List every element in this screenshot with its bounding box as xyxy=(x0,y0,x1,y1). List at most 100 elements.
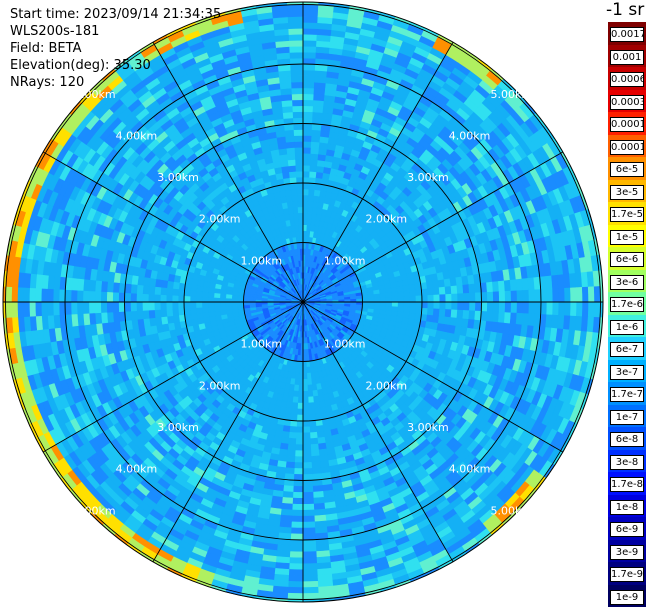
range-gate-cell xyxy=(456,284,464,295)
range-gate-cell xyxy=(307,402,315,410)
range-gate-cell xyxy=(136,310,144,320)
range-gate-cell xyxy=(390,286,399,294)
range-gate-cell xyxy=(309,425,318,434)
range-gate-cell xyxy=(426,287,435,296)
range-gate-cell xyxy=(509,312,518,325)
range-gate-cell xyxy=(391,301,399,308)
range-gate-cell xyxy=(287,592,304,600)
range-gate-cell xyxy=(444,309,452,318)
range-gate-cell xyxy=(516,301,524,314)
range-gate-cell xyxy=(312,111,324,119)
range-gate-cell xyxy=(492,291,500,303)
range-gate-cell xyxy=(88,290,96,303)
range-gate-cell xyxy=(302,575,318,582)
range-gate-cell xyxy=(293,468,304,475)
range-gate-cell xyxy=(576,287,583,303)
range-gate-cell xyxy=(302,218,308,226)
range-gate-cell xyxy=(402,284,410,292)
range-gate-cell xyxy=(23,301,30,317)
range-gate-cell xyxy=(302,586,319,594)
range-gate-cell xyxy=(497,280,506,293)
range-gate-cell xyxy=(450,309,458,319)
range-gate-cell xyxy=(136,284,144,294)
range-gate-cell xyxy=(302,468,313,475)
range-gate-cell xyxy=(302,141,312,148)
range-gate-cell xyxy=(552,288,560,303)
range-gate-cell xyxy=(225,305,233,311)
range-gate-cell xyxy=(288,431,297,439)
range-gate-cell xyxy=(288,425,297,434)
range-gate-cell xyxy=(311,135,321,143)
range-gate-cell xyxy=(302,444,312,452)
range-gate-cell xyxy=(136,301,143,312)
range-gate-cell xyxy=(302,592,319,600)
range-gate-cell xyxy=(409,289,417,297)
range-gate-cell xyxy=(195,306,203,314)
range-gate-cell xyxy=(462,284,470,294)
range-gate-cell xyxy=(302,152,312,160)
range-gate-cell xyxy=(189,289,197,297)
range-gate-cell xyxy=(409,301,417,309)
range-gate-cell xyxy=(302,117,313,125)
range-gate-cell xyxy=(17,286,25,303)
range-gate-cell xyxy=(403,301,411,308)
range-gate-cell xyxy=(456,309,464,320)
range-gate-cell xyxy=(474,292,482,303)
range-gate-cell xyxy=(11,286,19,303)
range-gate-cell xyxy=(302,426,311,434)
range-gate-cell xyxy=(292,485,304,493)
range-gate-cell xyxy=(302,473,313,481)
range-gate-cell xyxy=(291,402,299,410)
range-gate-cell xyxy=(147,293,155,303)
range-gate-cell xyxy=(294,450,304,458)
range-gate-cell xyxy=(421,307,429,316)
range-gate-cell xyxy=(34,301,42,317)
range-gate-cell xyxy=(94,312,103,325)
range-gate-cell xyxy=(593,286,601,303)
range-gate-cell xyxy=(302,200,309,208)
range-gate-cell xyxy=(469,301,476,312)
range-gate-cell xyxy=(307,384,313,392)
range-gate-cell xyxy=(88,301,96,314)
range-gate-cell xyxy=(587,301,595,318)
range-gate-cell xyxy=(58,288,66,303)
range-gate-cell xyxy=(498,301,506,313)
range-gate-cell xyxy=(302,111,314,119)
range-gate-cell xyxy=(480,292,488,303)
range-gate-cell xyxy=(302,4,319,12)
range-gate-cell xyxy=(290,521,304,529)
range-gate-cell xyxy=(311,129,322,137)
range-gate-cell xyxy=(312,485,324,493)
range-gate-cell xyxy=(312,491,324,499)
range-gate-cell xyxy=(82,290,90,303)
range-gate-cell xyxy=(160,308,168,318)
range-gate-cell xyxy=(492,301,500,313)
range-gate-cell xyxy=(231,305,239,310)
range-gate-cell xyxy=(100,311,109,324)
range-gate-cell xyxy=(302,491,314,499)
range-gate-cell xyxy=(154,286,162,295)
range-gate-cell xyxy=(421,295,429,303)
range-gate-cell xyxy=(225,301,233,307)
range-gate-cell xyxy=(130,283,138,294)
range-gate-cell xyxy=(510,301,518,314)
range-gate-cell xyxy=(112,311,120,323)
range-gate-cell xyxy=(302,515,315,523)
range-gate-cell xyxy=(130,301,137,312)
range-gate-cell xyxy=(528,289,536,303)
range-gate-cell xyxy=(451,301,459,311)
range-gate-cell xyxy=(183,289,191,297)
range-gate-cell xyxy=(289,545,304,553)
range-gate-cell xyxy=(52,288,60,303)
range-gate-cell xyxy=(290,527,304,535)
range-gate-cell xyxy=(421,288,429,297)
range-gate-cell xyxy=(302,402,309,410)
range-gate-cell xyxy=(570,301,578,317)
range-gate-cell xyxy=(106,301,114,313)
range-gate-cell xyxy=(302,563,318,571)
range-gate-cell xyxy=(293,479,304,487)
range-gate-cell xyxy=(438,308,446,318)
range-gate-cell xyxy=(379,292,387,299)
range-gate-cell xyxy=(231,301,238,307)
range-gate-cell xyxy=(504,290,512,303)
